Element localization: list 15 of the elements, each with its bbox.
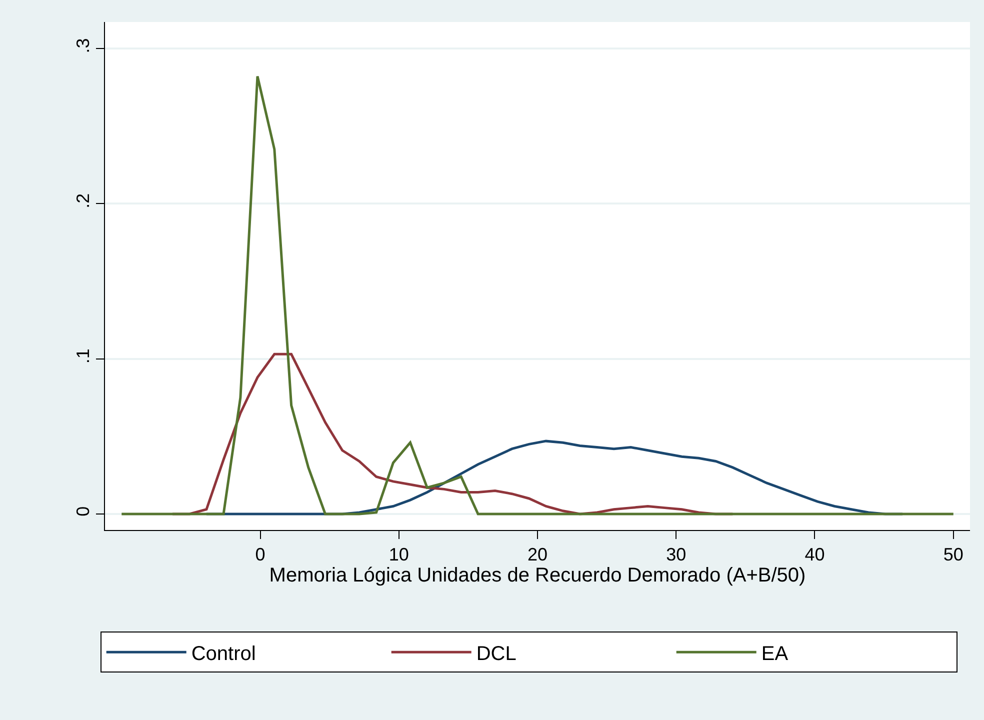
legend-label: EA <box>761 642 789 665</box>
x-tick-label: 30 <box>666 544 686 565</box>
line-series <box>120 75 955 516</box>
y-tick-label: .3 <box>72 38 93 54</box>
x-tick-label: 10 <box>388 544 409 565</box>
x-tick-label: 0 <box>255 544 266 565</box>
legend-label: Control <box>191 642 256 665</box>
y-tick-label: 0 <box>72 506 93 516</box>
y-tick-label: .1 <box>72 348 93 364</box>
y-tick-label: .2 <box>72 193 93 208</box>
legend-label: DCL <box>476 642 516 665</box>
x-axis-title: Memoria Lógica Unidades de Recuerdo Demorado (A+B/50) <box>269 564 806 587</box>
x-tick-label: 20 <box>527 544 548 565</box>
x-tick-label: 50 <box>943 544 964 565</box>
x-tick-label: 40 <box>804 544 825 565</box>
